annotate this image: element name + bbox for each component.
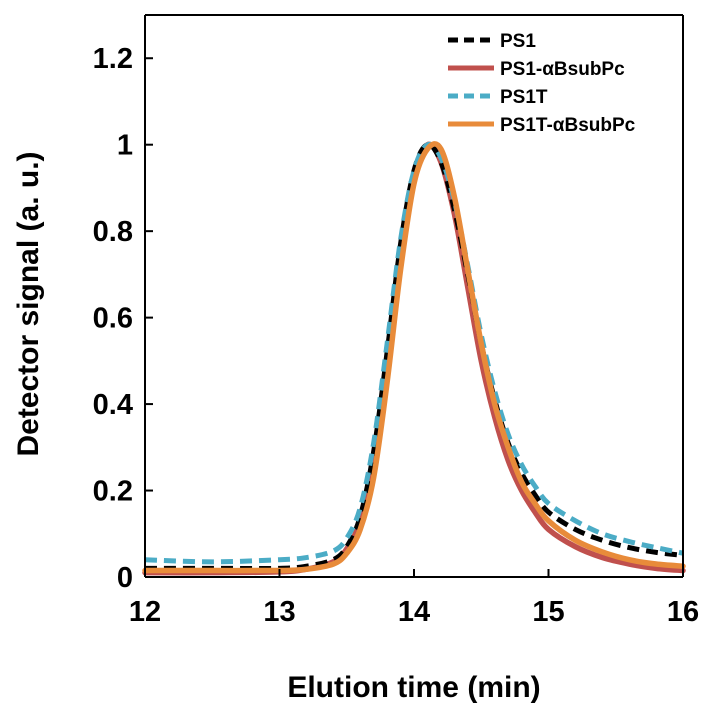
y-tick-label: 0.8 <box>93 216 133 248</box>
y-tick-label: 1 <box>117 130 133 162</box>
y-tick-label: 0.2 <box>93 476 133 508</box>
series-layer <box>142 141 686 576</box>
x-tick-label: 15 <box>532 596 564 628</box>
ticks-layer: 0 0.2 0.4 0.6 0.8 1 1.2 12 13 14 15 16 <box>93 43 699 628</box>
x-tick-label: 13 <box>263 596 295 628</box>
series-line-2 <box>142 141 686 576</box>
series-line-4 <box>142 141 686 574</box>
legend-label: PS1T-αBsubPc <box>500 115 636 136</box>
y-tick-label: 0.6 <box>93 303 133 335</box>
series-line-1 <box>144 142 684 572</box>
legend-label: PS1T <box>500 87 548 108</box>
series-line-3 <box>144 141 684 565</box>
y-tick-label: 1.2 <box>93 43 133 75</box>
y-tick-label: 0.4 <box>93 389 133 421</box>
x-tick-label: 14 <box>398 596 430 628</box>
legend-label: PS1 <box>500 31 536 52</box>
x-tick-label: 16 <box>667 596 699 628</box>
legend-label: PS1-αBsubPc <box>500 59 625 80</box>
y-axis-title: Detector signal (a. u.) <box>12 151 45 456</box>
axes-layer <box>144 14 684 578</box>
x-tick-label: 12 <box>129 596 161 628</box>
legend: PS1 PS1-αBsubPc PS1T PS1T-αBsubPc <box>448 31 636 136</box>
y-tick-label: 0 <box>117 562 133 594</box>
x-axis-title: Elution time (min) <box>287 671 540 704</box>
